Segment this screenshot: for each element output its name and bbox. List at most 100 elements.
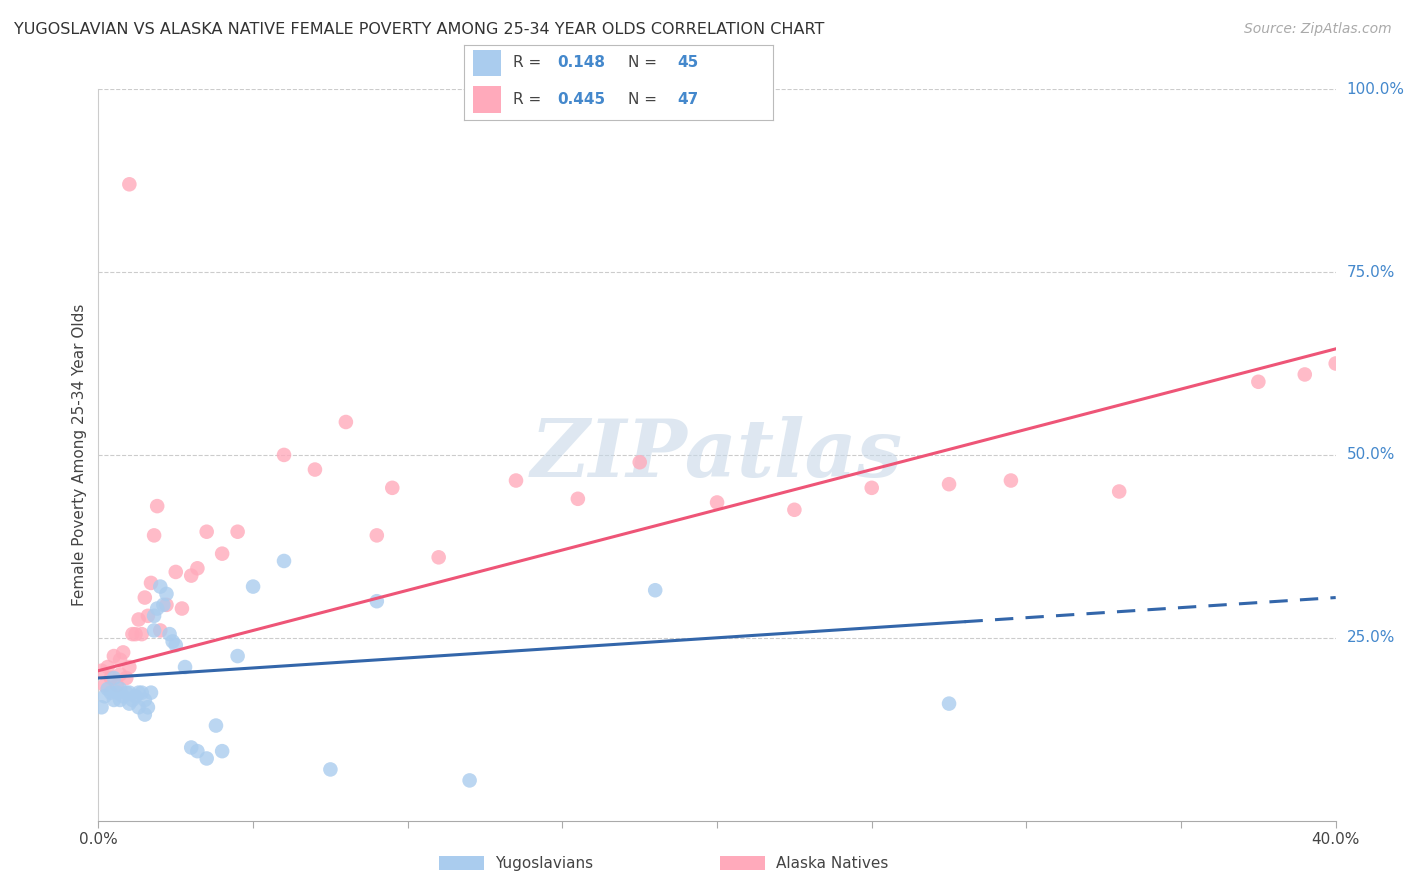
- Text: 75.0%: 75.0%: [1347, 265, 1395, 279]
- Point: [143, 528, 166, 542]
- Point: [100, 686, 122, 700]
- Point: [121, 693, 143, 707]
- Text: 100.0%: 100.0%: [1347, 82, 1405, 96]
- Point: [108, 693, 131, 707]
- Bar: [474, 87, 501, 112]
- Point: [319, 763, 342, 777]
- Text: 50.0%: 50.0%: [1347, 448, 1395, 462]
- Bar: [720, 855, 765, 871]
- Point: [146, 499, 169, 513]
- Bar: [439, 855, 484, 871]
- Point: [136, 608, 159, 623]
- Point: [195, 524, 218, 539]
- Point: [242, 580, 264, 594]
- Point: [159, 627, 181, 641]
- Point: [100, 671, 122, 685]
- Point: [165, 638, 187, 652]
- Text: Yugoslavians: Yugoslavians: [495, 855, 593, 871]
- Text: N =: N =: [628, 92, 662, 107]
- Point: [146, 601, 169, 615]
- Point: [118, 660, 141, 674]
- Point: [128, 613, 150, 627]
- Point: [628, 455, 651, 469]
- Point: [139, 576, 162, 591]
- Point: [505, 474, 527, 488]
- Point: [93, 678, 115, 692]
- Point: [103, 649, 125, 664]
- Point: [112, 690, 135, 704]
- Point: [458, 773, 481, 788]
- Text: 0.148: 0.148: [557, 55, 605, 70]
- Point: [118, 686, 141, 700]
- Text: Alaska Natives: Alaska Natives: [776, 855, 889, 871]
- Bar: [474, 50, 501, 77]
- Point: [1000, 474, 1022, 488]
- Point: [108, 653, 131, 667]
- Point: [1324, 356, 1347, 371]
- Point: [105, 686, 128, 700]
- Point: [124, 690, 146, 704]
- Point: [155, 587, 177, 601]
- Point: [108, 667, 131, 681]
- Point: [644, 583, 666, 598]
- Point: [938, 697, 960, 711]
- Point: [112, 645, 135, 659]
- Point: [103, 671, 125, 685]
- Point: [93, 690, 115, 704]
- Point: [139, 686, 162, 700]
- Point: [131, 627, 153, 641]
- Point: [195, 751, 218, 765]
- Text: 25.0%: 25.0%: [1347, 631, 1395, 645]
- Point: [273, 554, 295, 568]
- Point: [273, 448, 295, 462]
- Point: [134, 707, 156, 722]
- Point: [118, 178, 141, 192]
- Point: [186, 744, 208, 758]
- Text: ZIPatlas: ZIPatlas: [531, 417, 903, 493]
- Point: [1247, 375, 1270, 389]
- Point: [174, 660, 197, 674]
- Point: [124, 627, 146, 641]
- Point: [567, 491, 589, 506]
- Point: [211, 744, 233, 758]
- Point: [381, 481, 404, 495]
- Point: [97, 681, 120, 696]
- Point: [131, 686, 153, 700]
- Point: [115, 671, 138, 685]
- Point: [366, 594, 388, 608]
- Text: R =: R =: [513, 55, 547, 70]
- Point: [180, 740, 202, 755]
- Point: [134, 693, 156, 707]
- Point: [143, 624, 166, 638]
- Point: [427, 550, 450, 565]
- Point: [90, 700, 112, 714]
- Point: [366, 528, 388, 542]
- Point: [860, 481, 883, 495]
- Point: [103, 693, 125, 707]
- Point: [149, 624, 172, 638]
- Point: [118, 697, 141, 711]
- Point: [97, 660, 120, 674]
- Point: [165, 565, 187, 579]
- Point: [226, 524, 249, 539]
- Point: [1294, 368, 1316, 382]
- Text: Source: ZipAtlas.com: Source: ZipAtlas.com: [1244, 22, 1392, 37]
- Point: [108, 681, 131, 696]
- Point: [115, 686, 138, 700]
- Point: [134, 591, 156, 605]
- Point: [304, 462, 326, 476]
- Point: [335, 415, 357, 429]
- Point: [186, 561, 208, 575]
- Point: [143, 608, 166, 623]
- Text: 45: 45: [678, 55, 699, 70]
- Point: [706, 495, 728, 509]
- Point: [226, 649, 249, 664]
- Text: N =: N =: [628, 55, 662, 70]
- Text: YUGOSLAVIAN VS ALASKA NATIVE FEMALE POVERTY AMONG 25-34 YEAR OLDS CORRELATION CH: YUGOSLAVIAN VS ALASKA NATIVE FEMALE POVE…: [14, 22, 824, 37]
- Point: [90, 664, 112, 678]
- Point: [155, 598, 177, 612]
- Point: [1108, 484, 1130, 499]
- Point: [149, 580, 172, 594]
- Point: [783, 503, 806, 517]
- Point: [121, 627, 143, 641]
